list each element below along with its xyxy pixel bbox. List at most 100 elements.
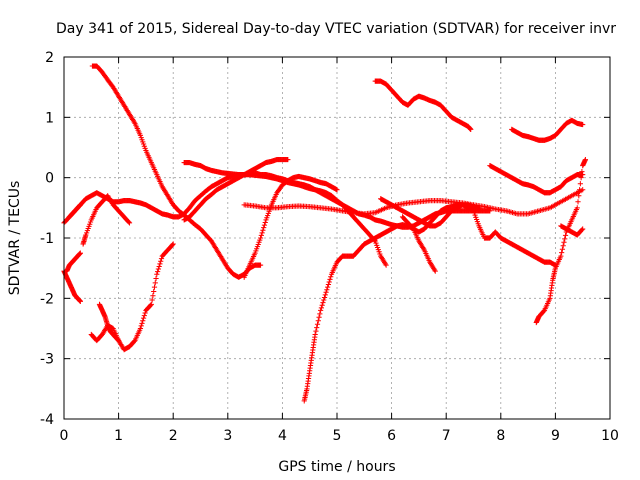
chart-title: Day 341 of 2015, Sidereal Day-to-day VTE… — [56, 21, 616, 37]
data-point — [559, 250, 565, 256]
series-arc-3 — [181, 159, 389, 268]
series-arc-13 — [533, 156, 589, 326]
x-tick-label: 2 — [169, 428, 178, 444]
y-tick-label: -4 — [40, 412, 54, 428]
data-point — [140, 315, 147, 321]
data-point — [383, 262, 389, 268]
data-point — [580, 172, 586, 178]
data-point — [141, 312, 147, 319]
data-point — [325, 281, 332, 288]
data-point — [577, 181, 583, 187]
data-point — [258, 232, 264, 239]
data-point — [324, 287, 330, 293]
data-point — [153, 275, 159, 282]
y-tick-label: 1 — [45, 110, 54, 126]
x-tick-label: 7 — [442, 428, 451, 444]
x-tick-label: 8 — [496, 428, 505, 444]
y-tick-label: 0 — [45, 171, 54, 187]
data-point — [137, 325, 144, 332]
data-point — [318, 305, 324, 311]
data-point — [260, 227, 266, 233]
data-point — [261, 225, 267, 231]
data-point — [157, 261, 163, 267]
data-point — [149, 297, 155, 303]
data-point — [142, 310, 148, 316]
data-point — [468, 126, 474, 132]
data-point — [262, 219, 268, 226]
data-point — [257, 235, 264, 241]
data-point — [261, 222, 268, 228]
x-axis-label: GPS time / hours — [278, 459, 395, 475]
data-point — [328, 274, 334, 280]
y-tick-label: -2 — [40, 291, 54, 307]
data-point — [154, 271, 160, 277]
data-point — [314, 321, 321, 327]
axis-ticks: 0 1 2 3 4 5 6 7 8 9 10 -4 -3 -2 -1 0 1 2 — [40, 50, 619, 444]
series-arc-18 — [96, 301, 122, 344]
series-arc-15 — [61, 268, 83, 304]
x-tick-label: 10 — [601, 428, 619, 444]
series-arc-14 — [558, 223, 586, 238]
data-point — [580, 121, 586, 128]
data-point — [315, 318, 321, 324]
data-point — [558, 253, 564, 259]
x-tick-label: 5 — [333, 428, 342, 444]
data-point — [322, 292, 328, 298]
data-point — [152, 280, 158, 286]
data-point — [155, 266, 161, 272]
data-point — [318, 307, 324, 313]
data-point — [316, 314, 322, 320]
x-tick-label: 4 — [278, 428, 287, 444]
data-point — [561, 239, 567, 245]
data-point — [151, 284, 158, 290]
data-point — [487, 208, 493, 214]
series-arc-20 — [66, 202, 83, 220]
data-point — [432, 268, 438, 274]
data-point — [155, 269, 161, 275]
data-point — [559, 246, 566, 252]
data-point — [156, 263, 162, 270]
data-point — [170, 241, 176, 247]
series-arc-10 — [372, 78, 474, 132]
series-arc-16 — [64, 250, 83, 274]
data-point — [327, 276, 333, 282]
data-point — [317, 311, 323, 317]
data-point — [574, 205, 580, 211]
data-point — [138, 323, 144, 329]
data-point — [314, 325, 320, 331]
data-point — [320, 300, 326, 306]
data-point — [158, 256, 165, 262]
data-point — [578, 175, 584, 181]
y-tick-label: -1 — [40, 231, 54, 247]
data-point — [285, 156, 291, 163]
data-point — [580, 226, 586, 232]
series-arc-9 — [399, 214, 438, 274]
data-point — [321, 297, 327, 303]
series-arc-4 — [181, 156, 291, 223]
data-point — [158, 258, 164, 264]
data-point — [562, 232, 569, 239]
data-point — [77, 202, 83, 208]
data-point — [476, 205, 482, 211]
y-tick-label: -3 — [40, 352, 54, 368]
data-point — [326, 279, 332, 285]
data-point — [579, 227, 585, 233]
series-arc-19 — [80, 193, 133, 247]
data-point — [582, 156, 589, 163]
y-axis-label: SDTVAR / TECUs — [7, 181, 23, 296]
data-point — [575, 199, 581, 205]
x-tick-label: 1 — [114, 428, 123, 444]
data-point — [77, 250, 83, 256]
data-point — [560, 243, 566, 249]
data-point — [151, 288, 157, 295]
data-point — [126, 220, 133, 226]
data-point — [257, 262, 264, 268]
data-point — [576, 187, 583, 193]
data-point — [562, 236, 568, 242]
data-point — [319, 302, 325, 308]
data-point — [334, 187, 340, 193]
data-point — [147, 302, 154, 308]
data-point — [150, 293, 156, 299]
